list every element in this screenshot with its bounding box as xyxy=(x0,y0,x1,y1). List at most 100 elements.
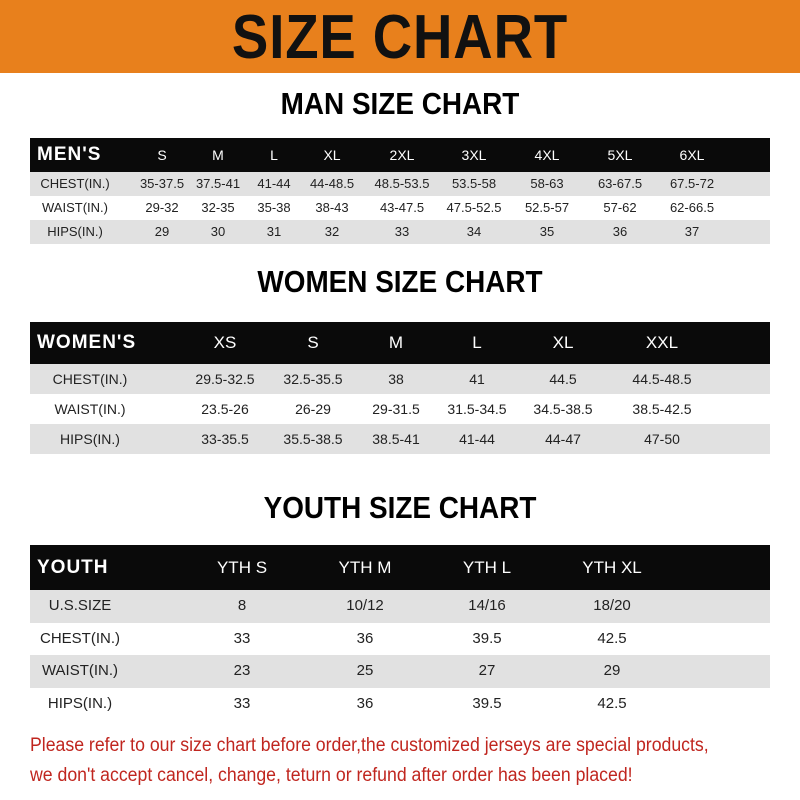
table-cell: 23.5-26 xyxy=(201,401,249,417)
table-cell: 32.5-35.5 xyxy=(283,371,343,387)
table-row: HIPS(IN.) 33 36 39.5 42.5 xyxy=(30,688,770,721)
table-title: MAN SIZE CHART xyxy=(280,86,520,121)
column-header: YTH M xyxy=(338,558,392,577)
table-cell: 67.5-72 xyxy=(669,176,715,191)
table-header-row: WOMEN'S XS S M L XL XXL xyxy=(30,322,770,364)
table-cell: 32-35 xyxy=(201,200,235,215)
column-header: L xyxy=(270,147,278,163)
table-cell: 31.5-34.5 xyxy=(447,401,507,417)
table-cell: 39.5 xyxy=(472,694,502,712)
table-cell: 18/20 xyxy=(593,597,631,614)
table-row: HIPS(IN.) 29 30 31 32 33 34 35 36 37 xyxy=(30,220,770,244)
table-cell: 31 xyxy=(266,224,282,239)
footer-note-line1: Please refer to our size chart before or… xyxy=(30,735,709,756)
table-cell: 33 xyxy=(233,694,251,712)
table-cell: 47.5-52.5 xyxy=(446,200,502,215)
table-cell: 38-43 xyxy=(315,200,349,215)
header-label: WOMEN'S xyxy=(37,332,137,353)
table-row: U.S.SIZE 8 10/12 14/16 18/20 xyxy=(30,590,770,623)
table-cell: 30 xyxy=(210,224,226,239)
table-cell: 43-47.5 xyxy=(379,200,425,215)
table-cell: 10/12 xyxy=(346,597,384,614)
table-cell: 27 xyxy=(478,662,496,679)
column-header: 3XL xyxy=(461,147,487,163)
table-cell: 33 xyxy=(233,629,251,647)
table-cell: 8 xyxy=(237,597,247,614)
table-cell: 57-62 xyxy=(603,200,637,215)
column-header: 4XL xyxy=(534,147,560,163)
table-cell: 35 xyxy=(539,224,555,239)
column-header: YTH S xyxy=(216,558,268,577)
table-cell: 34.5-38.5 xyxy=(533,401,593,417)
table-cell: 32 xyxy=(324,224,340,239)
table-cell: 62-66.5 xyxy=(669,200,715,215)
table-cell: 25 xyxy=(356,662,374,679)
table-row: WAIST(IN.) 29-32 32-35 35-38 38-43 43-47.5 47.… xyxy=(30,196,770,220)
table-row: WAIST(IN.) 23.5-26 26-29 29-31.5 31.5-34.5 34… xyxy=(30,394,770,424)
row-label: WAIST(IN.) xyxy=(42,200,108,215)
table-cell: 42.5 xyxy=(597,694,627,712)
table-cell: 38.5-42.5 xyxy=(632,401,692,417)
table-title: WOMEN SIZE CHART xyxy=(257,264,543,299)
column-header: YTH L xyxy=(462,558,512,577)
table-header-row: MEN'S S M L XL 2XL 3XL 4XL 5XL 6XL xyxy=(30,138,770,172)
table-cell: 38 xyxy=(388,371,404,387)
table-cell: 29-31.5 xyxy=(372,401,420,417)
row-label: U.S.SIZE xyxy=(48,597,112,614)
table-row: CHEST(IN.) 29.5-32.5 32.5-35.5 38 41 44.5 44.5… xyxy=(30,364,770,394)
table-row: HIPS(IN.) 33-35.5 35.5-38.5 38.5-41 41-44 44-… xyxy=(30,424,770,454)
table-cell: 29.5-32.5 xyxy=(195,371,255,387)
column-header: S xyxy=(157,147,167,163)
table-cell: 44-47 xyxy=(545,431,581,447)
row-label: HIPS(IN.) xyxy=(47,224,103,239)
table-cell: 58-63 xyxy=(530,176,564,191)
table-cell: 44.5 xyxy=(549,371,577,387)
banner: SIZE CHART xyxy=(0,0,800,73)
table-cell: 41-44 xyxy=(459,431,495,447)
row-label: HIPS(IN.) xyxy=(47,694,113,712)
row-label: CHEST(IN.) xyxy=(40,629,120,647)
table-cell: 14/16 xyxy=(468,597,506,614)
banner-title: SIZE CHART xyxy=(231,3,569,72)
table-cell: 26-29 xyxy=(295,401,331,417)
table-cell: 52.5-57 xyxy=(524,200,570,215)
table-cell: 23 xyxy=(233,662,251,679)
column-header: M xyxy=(212,147,224,163)
table-cell: 38.5-41 xyxy=(372,431,420,447)
table-cell: 47-50 xyxy=(644,431,680,447)
table-row: WAIST(IN.) 23 25 27 29 xyxy=(30,655,770,688)
row-label: WAIST(IN.) xyxy=(41,662,119,679)
header-label: MEN'S xyxy=(37,144,102,165)
table-cell: 39.5 xyxy=(472,629,502,647)
table-cell: 33 xyxy=(394,224,410,239)
row-label: CHEST(IN.) xyxy=(52,371,128,387)
table-cell: 36 xyxy=(612,224,628,239)
table-cell: 41-44 xyxy=(257,176,291,191)
table-cell: 34 xyxy=(466,224,482,239)
table-cell: 41 xyxy=(469,371,485,387)
row-label: CHEST(IN.) xyxy=(40,176,110,191)
column-header: S xyxy=(307,333,319,352)
column-header: 6XL xyxy=(679,147,705,163)
column-header: YTH XL xyxy=(582,558,642,577)
table-cell: 35-37.5 xyxy=(139,176,185,191)
table-row: CHEST(IN.) 35-37.5 37.5-41 41-44 44-48.5 48.5… xyxy=(30,172,770,196)
table-cell: 63-67.5 xyxy=(597,176,643,191)
row-label: WAIST(IN.) xyxy=(54,401,126,417)
column-header: 2XL xyxy=(389,147,415,163)
table-cell: 37 xyxy=(684,224,700,239)
row-label: HIPS(IN.) xyxy=(60,431,120,447)
table-cell: 36 xyxy=(356,629,374,647)
footer-note-line2: we don't accept cancel, change, teturn o… xyxy=(30,765,633,786)
table-cell: 44-48.5 xyxy=(309,176,355,191)
table-cell: 35-38 xyxy=(257,200,291,215)
table-cell: 36 xyxy=(356,694,374,712)
table-header-row: YOUTH YTH S YTH M YTH L YTH XL xyxy=(30,545,770,590)
table-cell: 35.5-38.5 xyxy=(283,431,343,447)
table-cell: 33-35.5 xyxy=(201,431,249,447)
column-header: 5XL xyxy=(607,147,633,163)
table-cell: 37.5-41 xyxy=(195,176,241,191)
table-cell: 29 xyxy=(603,662,621,679)
column-header: XL xyxy=(552,333,574,352)
table-row: CHEST(IN.) 33 36 39.5 42.5 xyxy=(30,623,770,656)
